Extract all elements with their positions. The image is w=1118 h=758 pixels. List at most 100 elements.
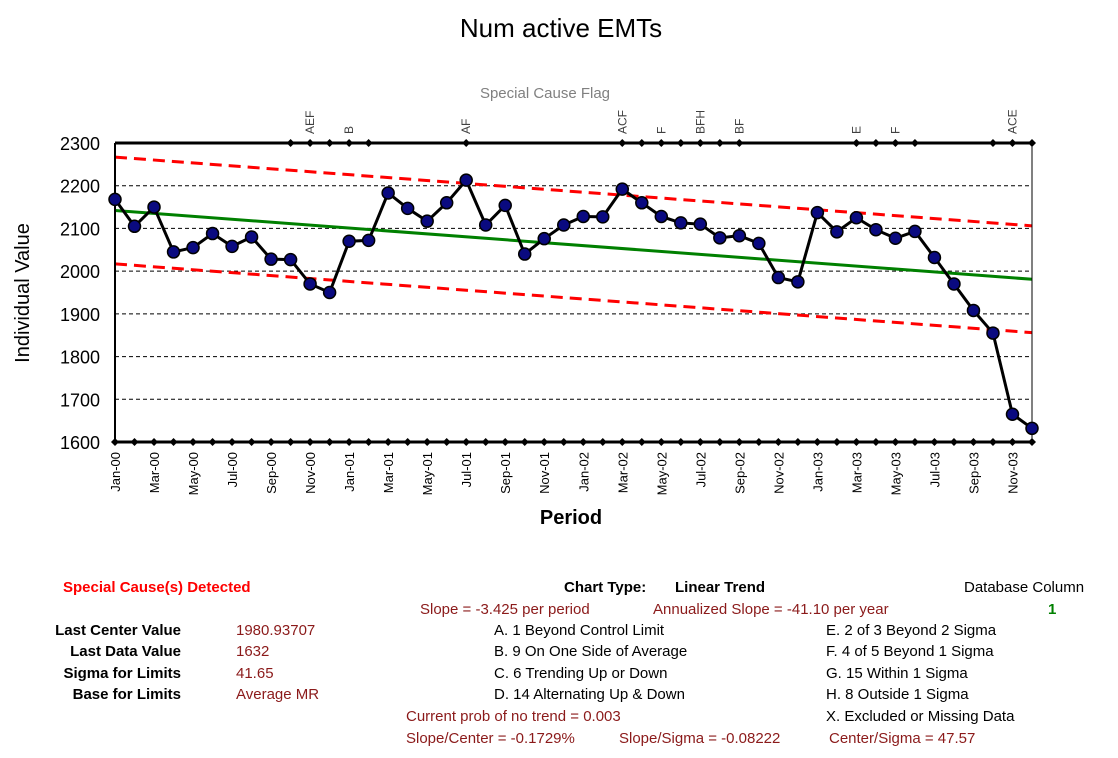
x-tick-marker [891, 438, 900, 446]
x-tick-marker [423, 438, 432, 446]
data-point [674, 216, 688, 230]
data-point [498, 198, 512, 213]
rule-c: C. 6 Trending Up or Down [494, 665, 668, 682]
x-tick-marker [676, 438, 685, 446]
top-marker [306, 139, 315, 147]
x-tick-marker [813, 438, 822, 446]
annualized-slope-text: Annualized Slope = -41.10 per year [653, 601, 889, 618]
stat-label-sigma: Sigma for Limits [63, 665, 181, 682]
data-point [1025, 421, 1039, 436]
y-tick-label: 1700 [60, 390, 100, 410]
x-tick-marker [774, 438, 783, 446]
special-cause-heading: Special Cause(s) Detected [63, 579, 251, 596]
y-tick-label: 1800 [60, 348, 100, 368]
x-tick-marker [696, 438, 705, 446]
x-tick-label: Jul-02 [693, 452, 708, 487]
data-point [732, 228, 747, 243]
flag-label: F [654, 127, 668, 134]
x-tick-marker [345, 438, 354, 446]
x-tick-label: Mar-02 [615, 452, 630, 493]
top-marker [988, 139, 997, 147]
data-point [596, 210, 610, 224]
x-tick-marker [247, 438, 256, 446]
x-tick-marker [715, 438, 724, 446]
data-point [303, 277, 317, 291]
data-point [420, 214, 434, 228]
data-point [947, 277, 961, 291]
data-point [830, 225, 844, 239]
x-tick-marker [579, 438, 588, 446]
rule-x: X. Excluded or Missing Data [826, 708, 1015, 725]
prob-no-trend: Current prob of no trend = 0.003 [406, 708, 621, 725]
x-tick-marker [754, 438, 763, 446]
data-point [517, 247, 532, 261]
x-tick-label: Jan-02 [576, 452, 591, 492]
data-point [810, 205, 825, 220]
data-point [147, 200, 161, 214]
x-tick-marker [832, 438, 841, 446]
stat-value-last-data: 1632 [236, 643, 270, 660]
rule-d: D. 14 Alternating Up & Down [494, 686, 685, 703]
data-point [888, 231, 903, 246]
data-point [654, 209, 669, 224]
data-point [908, 224, 922, 239]
x-tick-marker [930, 438, 939, 446]
data-line [113, 177, 1033, 430]
data-point [381, 186, 395, 200]
top-marker [696, 139, 705, 147]
flag-label: F [888, 127, 902, 134]
flag-title: Special Cause Flag [480, 85, 610, 102]
top-marker [891, 139, 900, 147]
x-tick-label: Jul-00 [225, 452, 240, 487]
x-tick-label: May-03 [888, 452, 903, 495]
center-sigma: Center/Sigma = 47.57 [829, 730, 976, 747]
x-tick-marker [871, 438, 880, 446]
data-point [283, 252, 298, 267]
data-point [459, 173, 473, 187]
flag-label: E [849, 126, 863, 134]
x-tick-label: Jan-00 [108, 452, 123, 492]
x-tick-label: Sep-00 [264, 452, 279, 494]
flag-label: BFH [693, 110, 707, 134]
x-tick-marker [403, 438, 412, 446]
top-marker [637, 139, 646, 147]
top-marker [1028, 139, 1036, 147]
x-tick-marker [657, 438, 666, 446]
x-tick-marker [598, 438, 607, 446]
top-marker [657, 139, 666, 147]
y-tick-label: 2000 [60, 262, 100, 282]
y-tick-label: 1900 [60, 305, 100, 325]
x-tick-marker [969, 438, 978, 446]
top-marker [345, 139, 354, 147]
y-axis-label: Individual Value [12, 223, 34, 363]
x-tick-label: Jan-03 [810, 452, 825, 492]
x-tick-label: May-01 [420, 452, 435, 495]
x-tick-marker [111, 438, 119, 446]
flag-label: AEF [303, 111, 317, 134]
data-point [966, 303, 981, 318]
top-marker [910, 139, 919, 147]
x-tick-label: Nov-03 [1005, 452, 1020, 494]
x-tick-marker [462, 438, 471, 446]
data-point [244, 230, 259, 244]
x-axis-label: Period [540, 507, 602, 529]
chart-title: Num active EMTs [460, 13, 662, 43]
db-column-label: Database Column [964, 579, 1085, 596]
data-point [635, 196, 649, 210]
x-tick-marker [735, 438, 744, 446]
data-point [986, 326, 1000, 340]
center-line [114, 208, 1033, 281]
data-point [752, 236, 766, 251]
top-marker [462, 139, 471, 147]
lower-limit [114, 262, 1033, 335]
data-point [791, 275, 805, 289]
x-tick-marker [618, 438, 627, 446]
x-tick-label: Sep-01 [498, 452, 513, 494]
slope-center: Slope/Center = -0.1729% [406, 730, 575, 747]
data-point [713, 231, 727, 245]
flag-label: AF [459, 119, 473, 134]
x-tick-marker [1008, 438, 1017, 446]
x-tick-marker [208, 438, 217, 446]
data-point [205, 226, 220, 241]
x-tick-label: Nov-01 [537, 452, 552, 494]
